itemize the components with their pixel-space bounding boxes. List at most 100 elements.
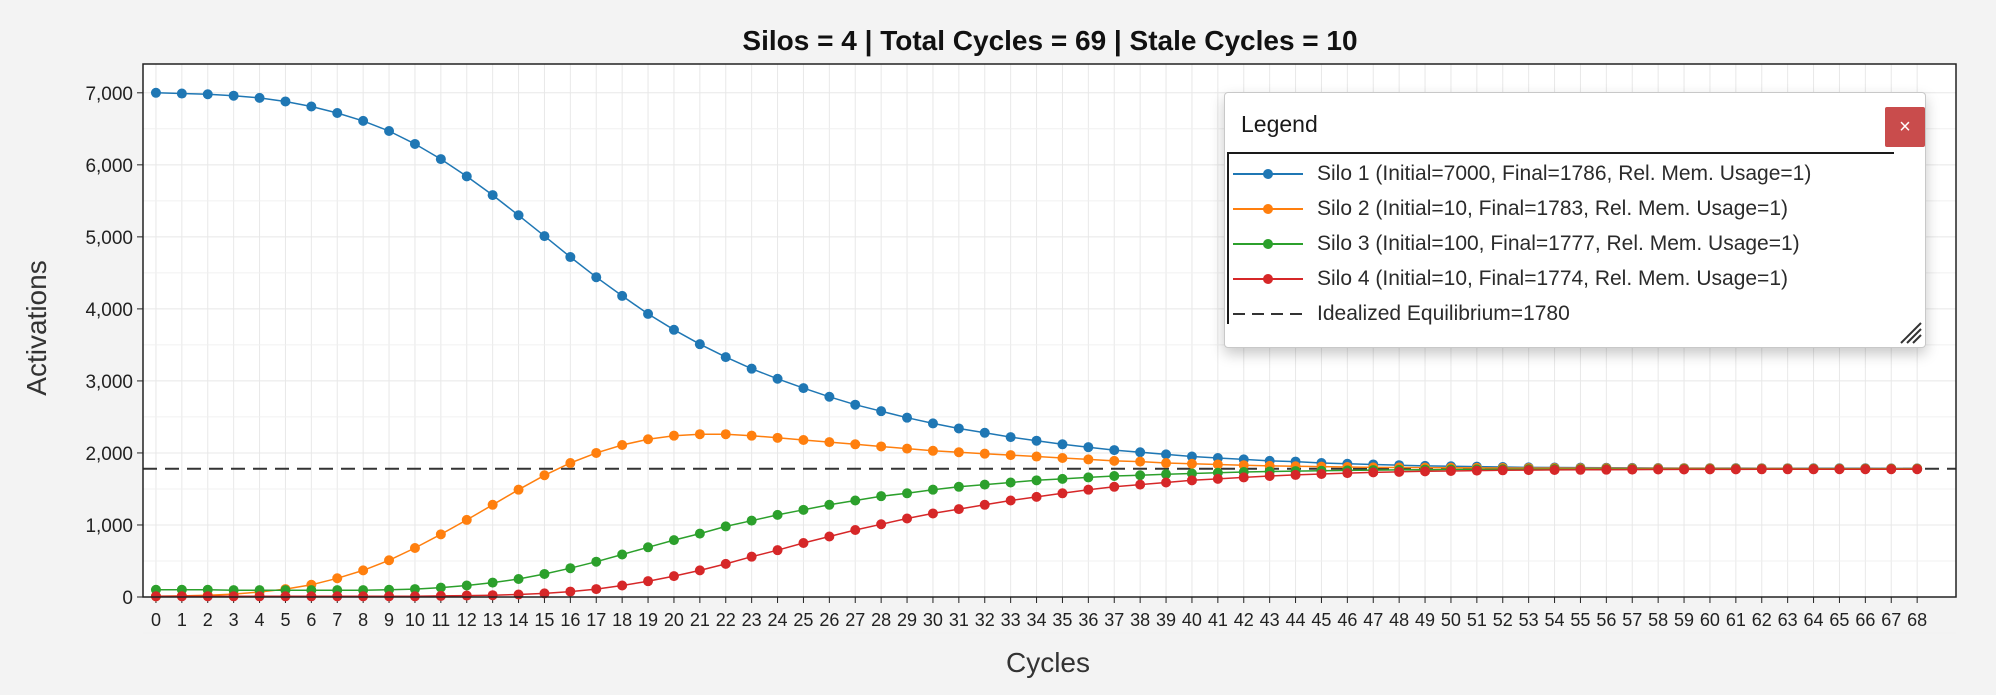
x-tick-label: 17: [586, 610, 606, 630]
y-tick-label: 2,000: [85, 444, 133, 465]
data-point: [539, 470, 550, 481]
data-point: [358, 565, 369, 576]
data-point: [358, 115, 369, 126]
data-point: [1782, 464, 1793, 475]
line-marker-icon: [1233, 203, 1303, 214]
data-point: [150, 87, 161, 98]
data-point: [1135, 456, 1146, 467]
data-point: [1083, 484, 1094, 495]
data-point: [1342, 468, 1353, 479]
data-point: [513, 484, 524, 495]
x-tick-label: 11: [432, 610, 451, 630]
data-point: [487, 577, 498, 588]
data-point: [746, 363, 757, 374]
data-point: [668, 535, 679, 546]
data-point: [565, 458, 576, 469]
data-point: [1238, 472, 1249, 483]
x-tick-label: 24: [768, 610, 788, 630]
data-point: [772, 509, 783, 520]
x-tick-label: 14: [509, 610, 529, 630]
data-point: [176, 88, 187, 99]
legend-item[interactable]: Silo 3 (Initial=100, Final=1777, Rel. Me…: [1231, 226, 1800, 261]
legend-item[interactable]: Silo 4 (Initial=10, Final=1774, Rel. Mem…: [1231, 261, 1788, 296]
x-tick-label: 29: [897, 610, 917, 630]
data-point: [539, 231, 550, 242]
data-point: [461, 580, 472, 591]
x-tick-label: 2: [203, 610, 213, 630]
x-tick-label: 44: [1286, 610, 1306, 630]
legend-close-button[interactable]: ×: [1885, 107, 1925, 147]
x-axis-label: Cycles: [1006, 647, 1090, 678]
data-point: [927, 508, 938, 519]
legend-item-label: Silo 4 (Initial=10, Final=1774, Rel. Mem…: [1317, 266, 1788, 290]
data-point: [643, 434, 654, 445]
data-point: [1109, 481, 1120, 492]
x-tick-label: 30: [923, 610, 943, 630]
x-tick-label: 58: [1648, 610, 1668, 630]
data-point: [591, 447, 602, 458]
data-point: [1186, 458, 1197, 469]
data-point: [1316, 468, 1327, 479]
data-point: [1264, 470, 1275, 481]
data-point: [435, 154, 446, 165]
legend-panel[interactable]: Legend × Silo 1 (Initial=7000, Final=178…: [1224, 92, 1926, 348]
x-tick-label: 67: [1881, 610, 1901, 630]
data-point: [1031, 491, 1042, 502]
data-point: [280, 96, 291, 107]
data-point: [798, 537, 809, 548]
data-point: [1290, 469, 1301, 480]
data-point: [902, 443, 913, 454]
data-point: [332, 107, 343, 118]
legend-item[interactable]: Idealized Equilibrium=1780: [1231, 296, 1570, 331]
x-tick-label: 1: [177, 610, 187, 630]
data-point: [1808, 464, 1819, 475]
y-tick-label: 4,000: [85, 300, 133, 321]
data-point: [1497, 465, 1508, 476]
resize-grip-icon[interactable]: [1899, 321, 1923, 345]
line-marker-icon: [1233, 273, 1303, 284]
line-marker-icon: [1233, 168, 1303, 179]
x-tick-label: 5: [280, 610, 290, 630]
data-point: [824, 391, 835, 402]
data-point: [694, 429, 705, 440]
data-point: [694, 528, 705, 539]
data-point: [694, 565, 705, 576]
x-tick-label: 0: [151, 610, 161, 630]
data-point: [902, 488, 913, 499]
data-point: [850, 525, 861, 536]
x-tick-label: 22: [716, 610, 736, 630]
data-point: [513, 210, 524, 221]
data-point: [1394, 466, 1405, 477]
data-point: [435, 582, 446, 593]
data-point: [1860, 464, 1871, 475]
data-point: [384, 125, 395, 136]
legend-item[interactable]: Silo 2 (Initial=10, Final=1783, Rel. Mem…: [1231, 191, 1788, 226]
data-point: [254, 92, 265, 103]
data-point: [228, 90, 239, 101]
data-point: [487, 499, 498, 510]
legend-item-label: Silo 1 (Initial=7000, Final=1786, Rel. M…: [1317, 161, 1812, 185]
x-tick-label: 31: [949, 610, 969, 630]
x-tick-label: 55: [1570, 610, 1590, 630]
data-point: [1834, 464, 1845, 475]
data-point: [876, 491, 887, 502]
data-point: [772, 545, 783, 556]
x-tick-label: 68: [1907, 610, 1927, 630]
data-point: [409, 543, 420, 554]
legend-item-label: Silo 2 (Initial=10, Final=1783, Rel. Mem…: [1317, 196, 1788, 220]
data-point: [409, 584, 420, 595]
data-point: [617, 290, 628, 301]
data-point: [953, 423, 964, 434]
data-point: [1083, 472, 1094, 483]
data-point: [1135, 479, 1146, 490]
data-point: [668, 430, 679, 441]
data-point: [643, 542, 654, 553]
data-point: [1083, 442, 1094, 453]
legend-item[interactable]: Silo 1 (Initial=7000, Final=1786, Rel. M…: [1231, 156, 1811, 191]
legend-header: Legend: [1241, 111, 1318, 137]
x-tick-label: 37: [1104, 610, 1124, 630]
data-point: [1135, 470, 1146, 481]
data-point: [720, 352, 731, 363]
data-point: [772, 373, 783, 384]
data-point: [591, 556, 602, 567]
